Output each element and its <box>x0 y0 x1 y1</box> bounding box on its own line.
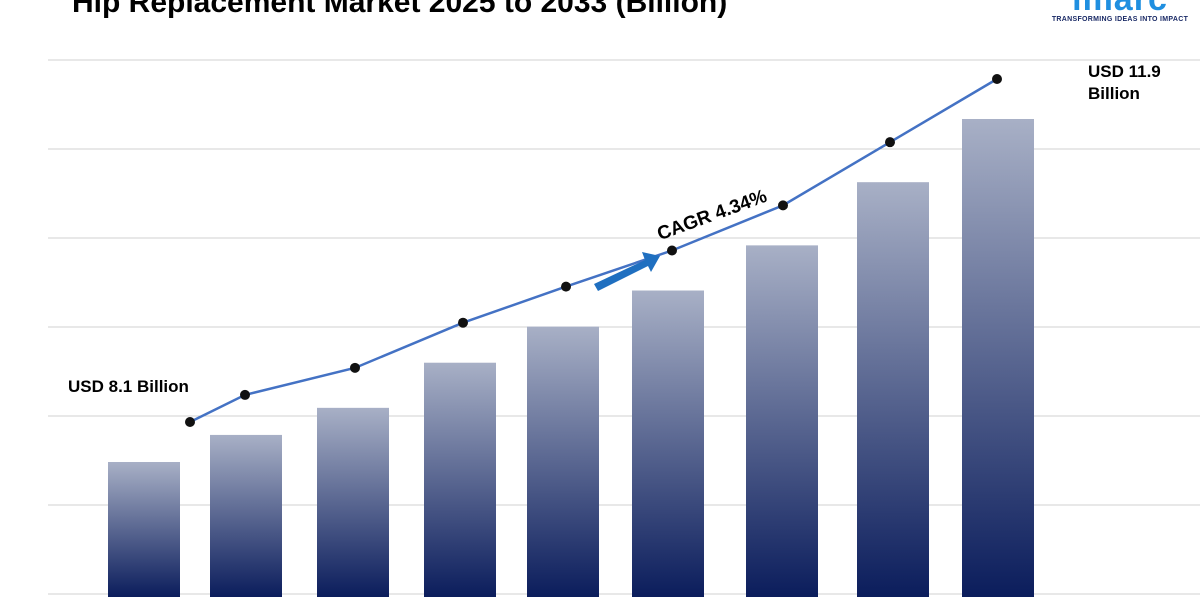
end-value-annotation: USD 11.9 Billion <box>1088 62 1161 103</box>
trend-point-2027 <box>350 362 360 373</box>
bar-2033 <box>962 119 1034 597</box>
bars <box>108 119 1034 598</box>
brand-tagline: TRANSFORMING IDEAS INTO IMPACT <box>1051 16 1189 23</box>
trend-point-2033 <box>992 74 1002 84</box>
trend-point-2028 <box>458 317 468 328</box>
trend-point-2025 <box>185 417 195 427</box>
bar-2030 <box>632 290 704 597</box>
bar-2029 <box>527 326 599 597</box>
bar-2026 <box>210 434 282 597</box>
bar-2028 <box>424 362 496 597</box>
trend-point-2031 <box>778 200 788 211</box>
bar-2025 <box>108 462 180 597</box>
trend-point-2030 <box>667 245 677 256</box>
brand-logo: imarc TRANSFORMING IDEAS INTO IMPACT <box>1050 0 1190 23</box>
brand-name: imarc <box>1050 0 1190 16</box>
chart-title: Hip Replacement Market 2025 to 2033 (Bil… <box>72 0 728 19</box>
bar-2031 <box>746 245 818 598</box>
trend-point-2032 <box>885 137 895 148</box>
trend-point-2029 <box>561 281 571 292</box>
bar-2032 <box>857 182 929 597</box>
trend-point-2026 <box>240 389 250 400</box>
cagr-arrow <box>594 252 660 291</box>
cagr-arrow-layer <box>594 252 660 291</box>
start-value-annotation: USD 8.1 Billion <box>68 377 189 396</box>
bar-2027 <box>317 407 389 597</box>
trend-markers <box>185 74 1002 427</box>
